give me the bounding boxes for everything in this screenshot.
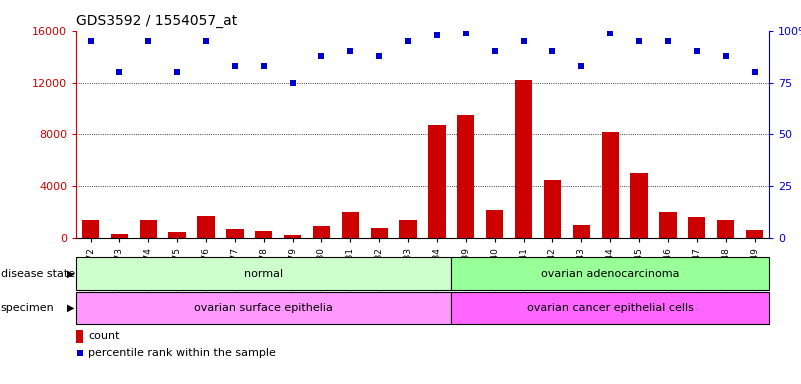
Point	[575, 63, 588, 69]
Point	[460, 30, 473, 36]
Bar	[544, 180, 561, 238]
Point	[546, 48, 559, 55]
Point	[344, 48, 356, 55]
Bar	[630, 173, 648, 238]
Bar	[452, 292, 769, 324]
Bar	[515, 80, 532, 238]
Point	[315, 53, 328, 59]
Bar	[688, 217, 706, 238]
Bar	[168, 232, 186, 238]
Text: normal: normal	[244, 268, 284, 279]
Point	[171, 69, 183, 75]
Text: specimen: specimen	[1, 303, 54, 313]
Point	[199, 38, 212, 44]
Bar	[573, 225, 590, 238]
Bar	[139, 220, 157, 238]
Text: GDS3592 / 1554057_at: GDS3592 / 1554057_at	[76, 14, 237, 28]
Bar	[429, 125, 445, 238]
Text: ▶: ▶	[66, 303, 74, 313]
Text: percentile rank within the sample: percentile rank within the sample	[88, 348, 276, 358]
Point	[748, 69, 761, 75]
Bar	[400, 220, 417, 238]
Point	[142, 38, 155, 44]
Bar	[457, 115, 474, 238]
Point	[372, 53, 385, 59]
Bar	[717, 220, 735, 238]
Bar	[197, 216, 215, 238]
Text: ▶: ▶	[66, 268, 74, 279]
Bar	[111, 234, 128, 238]
Bar	[659, 212, 677, 238]
Bar	[452, 257, 769, 290]
Text: ovarian adenocarcinoma: ovarian adenocarcinoma	[541, 268, 679, 279]
Text: ovarian surface epithelia: ovarian surface epithelia	[195, 303, 333, 313]
Point	[286, 79, 299, 86]
Bar	[226, 229, 244, 238]
Point	[228, 63, 241, 69]
Point	[74, 350, 87, 356]
Point	[401, 38, 414, 44]
Point	[489, 48, 501, 55]
Bar	[82, 220, 99, 238]
Point	[719, 53, 732, 59]
Bar	[76, 257, 452, 290]
Bar	[371, 228, 388, 238]
Point	[113, 69, 126, 75]
Point	[431, 32, 444, 38]
Bar	[313, 227, 330, 238]
Bar	[602, 132, 619, 238]
Bar	[486, 210, 503, 238]
Point	[633, 38, 646, 44]
Point	[257, 63, 270, 69]
Bar	[76, 330, 83, 343]
Text: count: count	[88, 331, 119, 341]
Bar	[284, 235, 301, 238]
Text: ovarian cancer epithelial cells: ovarian cancer epithelial cells	[527, 303, 694, 313]
Bar	[342, 212, 359, 238]
Point	[604, 30, 617, 36]
Point	[662, 38, 674, 44]
Point	[690, 48, 703, 55]
Bar	[76, 292, 452, 324]
Text: disease state: disease state	[1, 268, 75, 279]
Bar	[746, 230, 763, 238]
Bar	[255, 231, 272, 238]
Point	[84, 38, 97, 44]
Point	[517, 38, 530, 44]
